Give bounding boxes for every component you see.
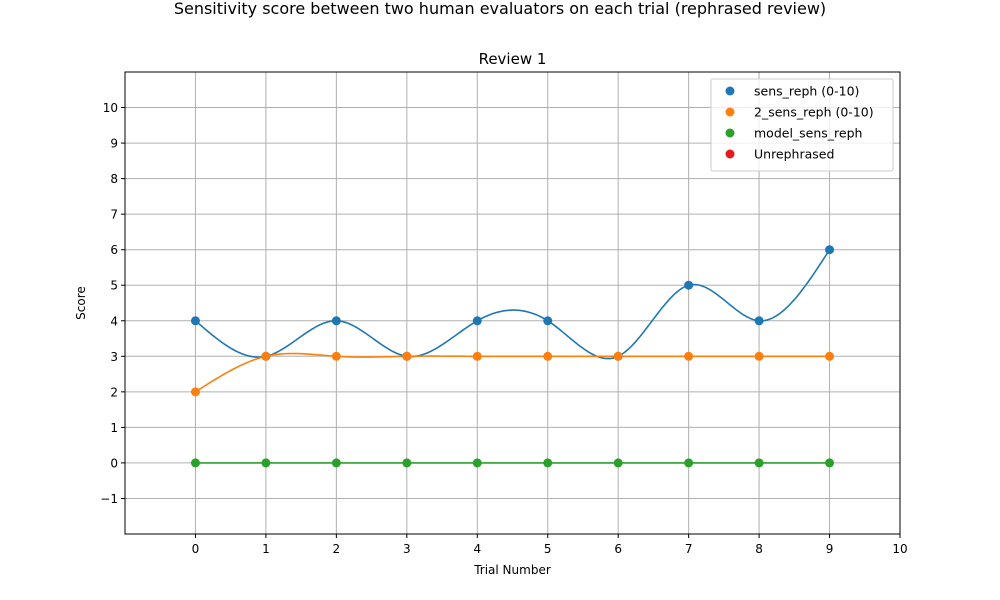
series-lines-layer xyxy=(194,249,831,464)
data-point xyxy=(261,458,271,468)
data-point xyxy=(825,458,835,468)
x-tick-label: 2 xyxy=(333,542,341,556)
plot-area-frame xyxy=(124,71,901,535)
data-point xyxy=(190,387,200,397)
y-tick-label: −1 xyxy=(100,492,118,506)
y-tick-label: 8 xyxy=(110,172,118,186)
data-point xyxy=(331,316,341,326)
data-point xyxy=(684,458,694,468)
x-tick-label: 1 xyxy=(262,542,270,556)
data-point xyxy=(331,351,341,361)
y-tick-label: 6 xyxy=(110,243,118,257)
data-point xyxy=(613,351,623,361)
series-points-layer xyxy=(190,245,835,468)
x-tick-label: 6 xyxy=(614,542,622,556)
data-point xyxy=(684,280,694,290)
y-tick-label: 4 xyxy=(110,314,118,328)
y-tick-label: 9 xyxy=(110,137,118,151)
data-point xyxy=(684,351,694,361)
legend-label: sens_reph (0-10) xyxy=(754,84,859,99)
x-tick-label: 4 xyxy=(473,542,481,556)
x-tick-label: 0 xyxy=(192,542,200,556)
y-tick-label: 2 xyxy=(110,385,118,399)
data-point xyxy=(543,458,553,468)
y-tick-label: 3 xyxy=(110,350,118,364)
legend-box xyxy=(710,78,894,172)
legend-label: 2_sens_reph (0-10) xyxy=(754,105,874,120)
series-line xyxy=(195,352,830,393)
data-point xyxy=(754,458,764,468)
data-point xyxy=(402,458,412,468)
data-point xyxy=(190,316,200,326)
y-axis-title: Score xyxy=(74,286,88,320)
data-point xyxy=(825,245,835,255)
data-point xyxy=(331,458,341,468)
data-point xyxy=(543,316,553,326)
y-tick-label: 0 xyxy=(110,456,118,470)
data-point xyxy=(190,458,200,468)
x-tick-label: 5 xyxy=(544,542,552,556)
data-point xyxy=(472,316,482,326)
data-point xyxy=(543,351,553,361)
legend-marker xyxy=(725,128,735,138)
x-tick-label: 7 xyxy=(685,542,693,556)
legend-label: model_sens_reph xyxy=(754,126,862,141)
legend-marker xyxy=(725,149,735,159)
x-axis-title: Trial Number xyxy=(473,563,551,577)
y-tick-label: 5 xyxy=(110,279,118,293)
data-point xyxy=(754,316,764,326)
figure-suptitle: Sensitivity score between two human eval… xyxy=(173,0,827,18)
x-tick-label: 8 xyxy=(755,542,763,556)
x-tick-label: 9 xyxy=(826,542,834,556)
data-point xyxy=(825,351,835,361)
legend: sens_reph (0-10) 2_sens_reph (0-10) model_… xyxy=(710,78,894,172)
chart-title: Review 1 xyxy=(479,50,547,68)
data-point xyxy=(472,458,482,468)
data-point xyxy=(754,351,764,361)
data-point xyxy=(472,351,482,361)
data-point xyxy=(613,458,623,468)
y-tick-label: 10 xyxy=(103,101,118,115)
data-point xyxy=(261,351,271,361)
legend-marker xyxy=(725,107,735,117)
x-tick-label: 10 xyxy=(892,542,907,556)
ticks-layer: 0 1 2 3 4 5 6 7 8 9 10 −1 0 1 2 3 4 5 6 7 8 9 10 xyxy=(100,101,907,556)
legend-marker xyxy=(725,86,735,96)
legend-label: Unrephrased xyxy=(754,147,834,162)
series-line xyxy=(194,249,831,360)
y-tick-label: 7 xyxy=(110,208,118,222)
x-tick-label: 3 xyxy=(403,542,411,556)
data-point xyxy=(402,351,412,361)
y-tick-label: 1 xyxy=(110,421,118,435)
